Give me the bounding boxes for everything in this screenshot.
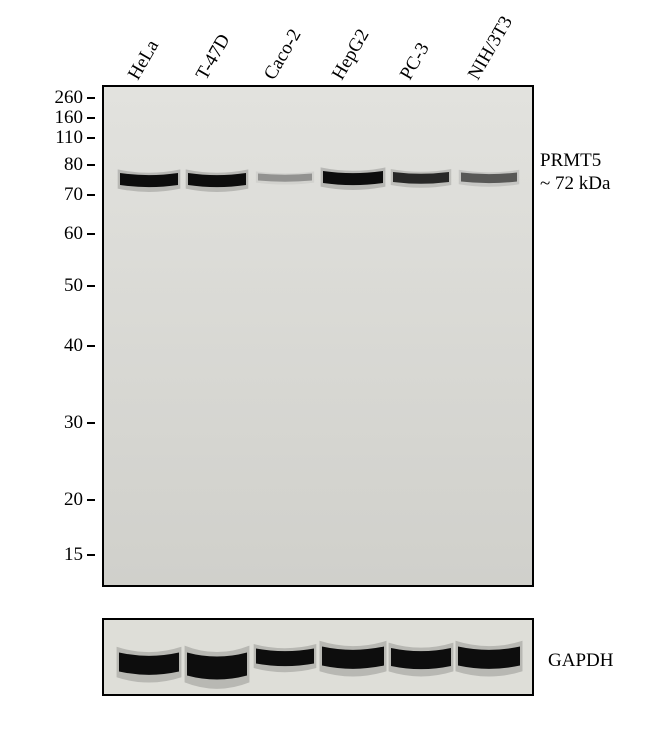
mw-label: 80 <box>33 154 83 176</box>
band <box>323 171 383 185</box>
control-protein-label: GAPDH <box>548 650 613 672</box>
target-mw-label: ~ 72 kDa <box>540 173 610 195</box>
band <box>258 174 312 182</box>
target-protein-label: PRMT5 <box>540 150 601 172</box>
prmt5-blot <box>102 85 534 587</box>
mw-label: 110 <box>33 127 83 149</box>
mw-label: 260 <box>33 87 83 109</box>
mw-tick <box>87 422 95 424</box>
mw-tick <box>87 499 95 501</box>
mw-label: 30 <box>33 412 83 434</box>
band <box>458 647 520 669</box>
lane-label: Caco-2 <box>260 25 306 84</box>
lane-label: T-47D <box>192 31 236 84</box>
band <box>393 172 449 184</box>
western-blot-figure: HeLa T-47D Caco-2 HepG2 PC-3 NIH/3T3 260… <box>0 0 650 729</box>
band <box>461 173 517 184</box>
mw-label: 70 <box>33 184 83 206</box>
mw-label: 160 <box>33 107 83 129</box>
lane-label: NIH/3T3 <box>464 13 518 84</box>
band <box>322 647 384 669</box>
mw-label: 40 <box>33 335 83 357</box>
band <box>187 653 247 680</box>
mw-tick <box>87 554 95 556</box>
gapdh-blot <box>102 618 534 696</box>
prmt5-blot-svg <box>104 87 532 585</box>
band <box>119 653 179 675</box>
mw-tick <box>87 117 95 119</box>
mw-tick <box>87 97 95 99</box>
band <box>256 649 314 667</box>
mw-tick <box>87 285 95 287</box>
gapdh-blot-svg <box>104 620 532 694</box>
mw-tick <box>87 194 95 196</box>
mw-tick <box>87 233 95 235</box>
mw-label: 20 <box>33 489 83 511</box>
mw-label: 15 <box>33 544 83 566</box>
lane-label: HeLa <box>124 36 164 84</box>
band <box>391 648 451 669</box>
band <box>188 173 246 187</box>
lane-label: PC-3 <box>396 39 435 84</box>
mw-tick <box>87 345 95 347</box>
mw-label: 60 <box>33 223 83 245</box>
lane-label: HepG2 <box>328 25 374 84</box>
mw-tick <box>87 137 95 139</box>
band <box>120 173 178 187</box>
mw-tick <box>87 164 95 166</box>
mw-label: 50 <box>33 275 83 297</box>
